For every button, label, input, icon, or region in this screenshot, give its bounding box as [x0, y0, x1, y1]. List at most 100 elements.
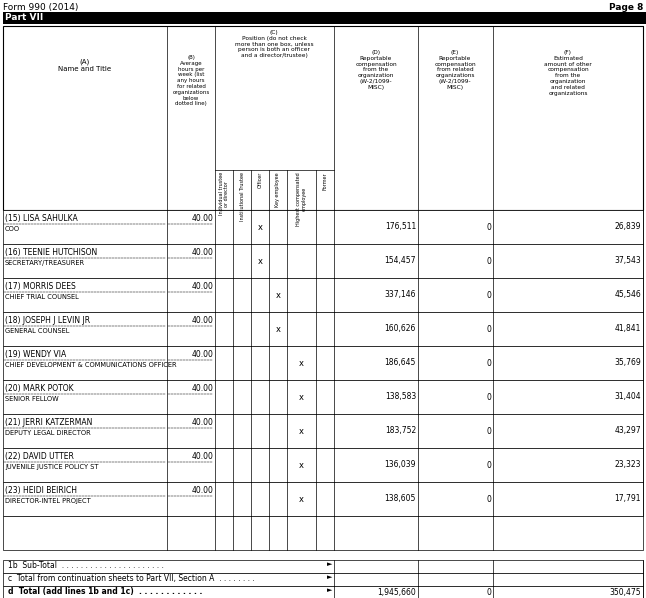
Text: 0: 0 — [486, 257, 491, 266]
Text: 26,839: 26,839 — [614, 222, 641, 231]
Text: 40.00: 40.00 — [191, 214, 213, 223]
Text: ►: ► — [327, 561, 333, 567]
Text: GENERAL COUNSEL: GENERAL COUNSEL — [5, 328, 69, 334]
Text: Page 8: Page 8 — [609, 3, 643, 12]
Text: (20) MARK POTOK: (20) MARK POTOK — [5, 384, 74, 393]
Text: d  Total (add lines 1b and 1c)  . . . . . . . . . . . .: d Total (add lines 1b and 1c) . . . . . … — [8, 587, 205, 596]
Text: 40.00: 40.00 — [191, 282, 213, 291]
Text: (15) LISA SAHULKA: (15) LISA SAHULKA — [5, 214, 78, 223]
Bar — [3, 346, 643, 380]
Text: (F)
Estimated
amount of other
compensation
from the
organization
and related
org: (F) Estimated amount of other compensati… — [544, 50, 592, 96]
Text: x: x — [299, 358, 304, 368]
Bar — [3, 414, 643, 448]
Text: 136,039: 136,039 — [384, 460, 416, 469]
Bar — [3, 244, 643, 278]
Text: Former: Former — [322, 172, 328, 190]
Text: 1,945,660: 1,945,660 — [377, 588, 416, 597]
Text: 138,605: 138,605 — [384, 495, 416, 504]
Text: (17) MORRIS DEES: (17) MORRIS DEES — [5, 282, 76, 291]
Text: Institutional Trustee: Institutional Trustee — [240, 172, 244, 221]
Bar — [3, 210, 643, 244]
Text: x: x — [299, 426, 304, 435]
Text: COO: COO — [5, 226, 20, 232]
Text: 0: 0 — [486, 222, 491, 231]
Text: (D)
Reportable
compensation
from the
organization
(W-2/1099-
MISC): (D) Reportable compensation from the org… — [355, 50, 397, 90]
Text: 41,841: 41,841 — [614, 325, 641, 334]
Text: (E)
Reportable
compensation
from related
organizations
(W-2/1099-
MISC): (E) Reportable compensation from related… — [434, 50, 476, 90]
Text: 154,457: 154,457 — [384, 257, 416, 266]
Bar — [3, 516, 643, 550]
Text: Individual trustee
or director: Individual trustee or director — [218, 172, 229, 215]
Bar — [3, 380, 643, 414]
Text: Officer: Officer — [258, 172, 262, 188]
Text: Form 990 (2014): Form 990 (2014) — [3, 3, 78, 12]
Text: x: x — [299, 392, 304, 401]
Text: 0: 0 — [486, 325, 491, 334]
Text: 23,323: 23,323 — [614, 460, 641, 469]
Text: (A)
Name and Title: (A) Name and Title — [58, 58, 112, 72]
Bar — [3, 278, 643, 312]
Text: 40.00: 40.00 — [191, 316, 213, 325]
Text: (21) JERRI KATZERMAN: (21) JERRI KATZERMAN — [5, 418, 92, 427]
Text: 31,404: 31,404 — [614, 392, 641, 401]
Text: (18) JOSEPH J LEVIN JR: (18) JOSEPH J LEVIN JR — [5, 316, 90, 325]
Text: x: x — [258, 222, 262, 231]
Text: 40.00: 40.00 — [191, 384, 213, 393]
Text: 160,626: 160,626 — [384, 325, 416, 334]
Text: x: x — [299, 460, 304, 469]
Text: x: x — [275, 325, 280, 334]
Bar — [3, 482, 643, 516]
Text: 40.00: 40.00 — [191, 486, 213, 495]
Bar — [3, 560, 643, 573]
Text: DIRECTOR-INTEL PROJECT: DIRECTOR-INTEL PROJECT — [5, 498, 90, 504]
Text: 40.00: 40.00 — [191, 418, 213, 427]
Bar — [3, 586, 643, 598]
Text: x: x — [258, 257, 262, 266]
Bar — [3, 573, 643, 586]
Text: (16) TEENIE HUTCHISON: (16) TEENIE HUTCHISON — [5, 248, 98, 257]
Text: Highest compensated
employee: Highest compensated employee — [296, 172, 307, 226]
Text: 186,645: 186,645 — [384, 358, 416, 368]
Text: CHIEF TRIAL COUNSEL: CHIEF TRIAL COUNSEL — [5, 294, 79, 300]
Text: Part VII: Part VII — [5, 13, 43, 22]
Text: 0: 0 — [486, 460, 491, 469]
Text: ►: ► — [327, 587, 333, 593]
Text: 0: 0 — [486, 358, 491, 368]
Text: 0: 0 — [486, 495, 491, 504]
Text: 350,475: 350,475 — [609, 588, 641, 597]
Text: SECRETARY/TREASURER: SECRETARY/TREASURER — [5, 260, 85, 266]
Text: 138,583: 138,583 — [385, 392, 416, 401]
Text: 0: 0 — [486, 291, 491, 300]
Bar — [3, 12, 646, 24]
Text: 40.00: 40.00 — [191, 452, 213, 461]
Text: JUVENILE JUSTICE POLICY ST: JUVENILE JUSTICE POLICY ST — [5, 464, 98, 470]
Text: 0: 0 — [486, 392, 491, 401]
Text: Key employee: Key employee — [275, 172, 280, 207]
Text: 1b  Sub-Total  . . . . . . . . . . . . . . . . . . . . . .: 1b Sub-Total . . . . . . . . . . . . . .… — [8, 561, 166, 570]
Text: (C)
Position (do not check
more than one box, unless
person is both an officer
a: (C) Position (do not check more than one… — [234, 30, 313, 58]
Text: (B)
Average
hours per
week (list
any hours
for related
organizations
below
dotte: (B) Average hours per week (list any hou… — [172, 55, 209, 106]
Text: c  Total from continuation sheets to Part VII, Section A  . . . . . . . .: c Total from continuation sheets to Part… — [8, 574, 257, 583]
Text: SENIOR FELLOW: SENIOR FELLOW — [5, 396, 59, 402]
Text: Section A. Officers, Directors, Trustees, Key Employees, and Highest Compensated: Section A. Officers, Directors, Trustees… — [54, 13, 541, 22]
Text: 183,752: 183,752 — [385, 426, 416, 435]
Text: x: x — [299, 495, 304, 504]
Text: 337,146: 337,146 — [384, 291, 416, 300]
Bar — [3, 26, 643, 210]
Text: DEPUTY LEGAL DIRECTOR: DEPUTY LEGAL DIRECTOR — [5, 431, 90, 437]
Bar — [3, 448, 643, 482]
Text: 45,546: 45,546 — [614, 291, 641, 300]
Text: 37,543: 37,543 — [614, 257, 641, 266]
Bar — [3, 312, 643, 346]
Text: 40.00: 40.00 — [191, 350, 213, 359]
Text: (22) DAVID UTTER: (22) DAVID UTTER — [5, 452, 74, 461]
Text: (19) WENDY VIA: (19) WENDY VIA — [5, 350, 67, 359]
Text: 0: 0 — [486, 588, 491, 597]
Text: 17,791: 17,791 — [614, 495, 641, 504]
Text: CHIEF DEVELOPMENT & COMMUNICATIONS OFFICER: CHIEF DEVELOPMENT & COMMUNICATIONS OFFIC… — [5, 362, 176, 368]
Text: (23) HEIDI BEIRICH: (23) HEIDI BEIRICH — [5, 486, 77, 495]
Text: (continued): (continued) — [380, 13, 433, 22]
Text: 176,511: 176,511 — [385, 222, 416, 231]
Text: 43,297: 43,297 — [614, 426, 641, 435]
Text: 0: 0 — [486, 426, 491, 435]
